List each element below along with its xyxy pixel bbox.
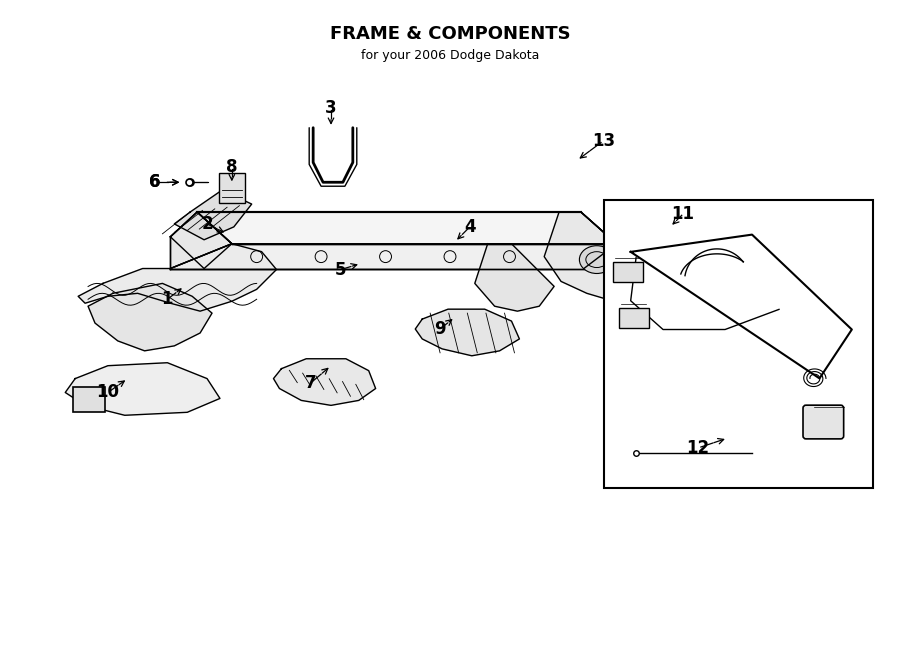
Polygon shape bbox=[170, 244, 616, 268]
Text: 6: 6 bbox=[148, 173, 160, 191]
Polygon shape bbox=[175, 190, 252, 240]
Polygon shape bbox=[66, 363, 220, 415]
Text: for your 2006 Dodge Dakota: for your 2006 Dodge Dakota bbox=[361, 49, 539, 62]
Text: 8: 8 bbox=[226, 159, 238, 176]
FancyBboxPatch shape bbox=[803, 405, 843, 439]
FancyBboxPatch shape bbox=[73, 387, 105, 412]
Polygon shape bbox=[544, 212, 651, 301]
FancyBboxPatch shape bbox=[219, 173, 245, 203]
Polygon shape bbox=[170, 212, 232, 268]
Ellipse shape bbox=[580, 246, 614, 274]
Polygon shape bbox=[274, 359, 375, 405]
Text: 2: 2 bbox=[202, 215, 213, 233]
Polygon shape bbox=[78, 244, 276, 311]
Text: 6: 6 bbox=[148, 173, 160, 191]
Text: 9: 9 bbox=[435, 320, 446, 338]
Text: 12: 12 bbox=[687, 439, 709, 457]
Text: 7: 7 bbox=[305, 373, 317, 391]
Text: 4: 4 bbox=[464, 218, 475, 236]
Polygon shape bbox=[170, 212, 232, 268]
Text: 5: 5 bbox=[335, 260, 346, 278]
FancyBboxPatch shape bbox=[614, 262, 644, 282]
Text: FRAME & COMPONENTS: FRAME & COMPONENTS bbox=[329, 24, 571, 42]
Text: 1: 1 bbox=[162, 290, 173, 308]
Bar bbox=[604, 200, 873, 488]
Polygon shape bbox=[475, 244, 554, 311]
Polygon shape bbox=[197, 212, 617, 244]
Text: 10: 10 bbox=[96, 383, 120, 401]
Text: 11: 11 bbox=[671, 205, 695, 223]
Text: 13: 13 bbox=[592, 132, 616, 149]
Polygon shape bbox=[415, 309, 519, 356]
Polygon shape bbox=[88, 284, 212, 351]
Polygon shape bbox=[197, 212, 617, 244]
FancyBboxPatch shape bbox=[619, 308, 649, 328]
Text: 3: 3 bbox=[325, 99, 337, 117]
